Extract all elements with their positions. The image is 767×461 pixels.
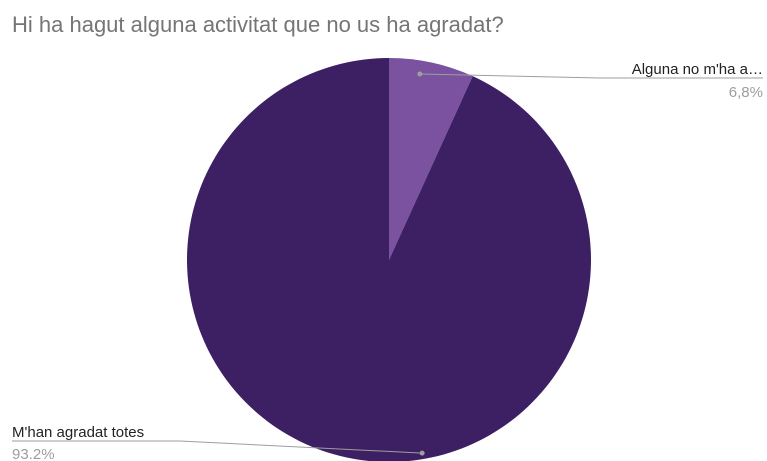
pie-slices — [187, 58, 591, 461]
leader-line-2 — [12, 440, 423, 454]
chart-title: Hi ha hagut alguna activitat que no us h… — [12, 12, 504, 37]
slice-label-1: Alguna no m'ha a… — [632, 61, 763, 78]
pie-slice-1[interactable] — [389, 58, 473, 260]
slice-percent-2: 93.2% — [12, 446, 55, 461]
leader-dot-1 — [417, 71, 423, 77]
slice-percent-1: 6,8% — [729, 84, 763, 101]
leader-line-1 — [419, 73, 763, 79]
slice-label-2: M'han agradat totes — [12, 424, 144, 441]
pie-slice-2[interactable] — [187, 58, 591, 461]
leader-dot-2 — [419, 450, 425, 456]
pie-labels: Alguna no m'ha a… 6,8% M'han agradat totes… — [12, 61, 763, 461]
